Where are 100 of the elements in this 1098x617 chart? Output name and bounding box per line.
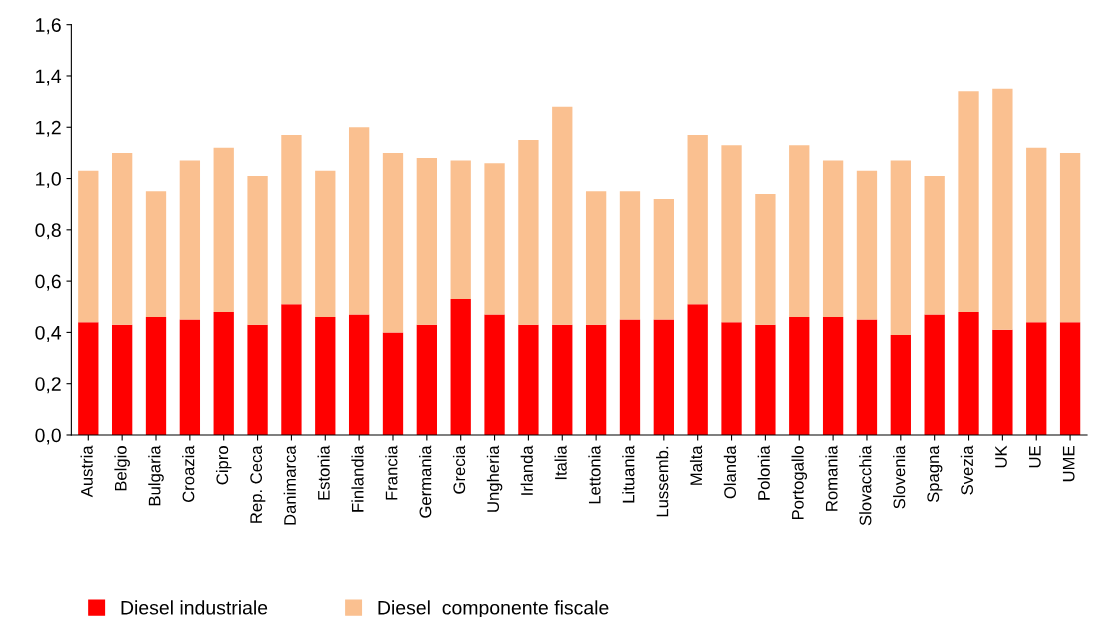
x-tick-label: Estonia bbox=[317, 445, 330, 500]
bar bbox=[348, 314, 370, 435]
bar bbox=[78, 170, 99, 323]
bar bbox=[653, 199, 674, 320]
bar bbox=[992, 329, 1013, 435]
x-tick-label: Svezia bbox=[960, 445, 973, 495]
bar bbox=[822, 160, 844, 318]
bar bbox=[1026, 147, 1047, 323]
bar bbox=[958, 311, 979, 435]
x-tick-label: Lussemb. bbox=[656, 446, 669, 517]
x-tick-label: Malta bbox=[689, 445, 703, 485]
x-tick-label: Croazia bbox=[182, 445, 195, 502]
bar bbox=[552, 106, 573, 325]
bar bbox=[518, 324, 539, 435]
bar bbox=[687, 304, 708, 435]
bar bbox=[585, 191, 607, 325]
bar bbox=[213, 147, 234, 312]
y-tick-label: 0,0 bbox=[35, 428, 61, 445]
bar bbox=[179, 160, 201, 320]
bar bbox=[924, 175, 945, 315]
x-tick-label: Lituania bbox=[622, 445, 635, 503]
x-tick-label: Polonia bbox=[757, 445, 770, 500]
bar bbox=[789, 317, 810, 435]
bar bbox=[281, 134, 302, 305]
x-tick-label: Bulgaria bbox=[148, 445, 164, 506]
bar bbox=[1026, 322, 1047, 435]
bar bbox=[721, 145, 742, 323]
x-tick-label: Spagna bbox=[927, 445, 943, 503]
bar bbox=[416, 324, 437, 435]
bar bbox=[112, 324, 133, 435]
bar bbox=[924, 314, 945, 435]
bar bbox=[247, 324, 268, 435]
x-tick-label: Austria bbox=[80, 445, 93, 498]
bar bbox=[992, 88, 1013, 330]
x-tick-label: Belgio bbox=[114, 446, 130, 491]
x-tick-label: Slovenia bbox=[893, 445, 906, 509]
x-tick-label: UE bbox=[1029, 446, 1041, 468]
bar bbox=[450, 160, 471, 300]
bar bbox=[78, 322, 99, 435]
bar bbox=[281, 304, 302, 435]
y-tick-label: 1,4 bbox=[36, 69, 62, 86]
bar bbox=[382, 332, 404, 435]
bar bbox=[484, 314, 505, 435]
y-tick-label: 1,2 bbox=[36, 120, 61, 137]
bar bbox=[755, 324, 776, 435]
x-tick-label: Danimarca bbox=[283, 445, 296, 525]
x-tick-label: Irlanda bbox=[520, 445, 533, 495]
bar bbox=[518, 140, 539, 325]
x-tick-label: Olanda bbox=[723, 445, 737, 499]
y-tick-label: 0,2 bbox=[35, 377, 61, 394]
bar bbox=[687, 134, 708, 305]
bar bbox=[619, 319, 641, 435]
bar bbox=[958, 91, 979, 312]
bar bbox=[416, 158, 437, 325]
bar bbox=[1059, 322, 1081, 435]
y-tick-label: 1,6 bbox=[36, 18, 61, 35]
x-tick-label: Finlandia bbox=[351, 445, 364, 512]
y-tick-label: 0,6 bbox=[35, 274, 61, 291]
bar bbox=[450, 299, 471, 435]
bar bbox=[653, 319, 674, 435]
bar bbox=[382, 152, 404, 333]
x-tick-label: Romania bbox=[825, 445, 838, 511]
bar bbox=[112, 152, 133, 325]
x-tick-label: Grecia bbox=[452, 445, 466, 494]
x-tick-label: Ungheria bbox=[486, 445, 503, 512]
bar bbox=[179, 319, 201, 435]
x-tick-label: Germania bbox=[419, 445, 432, 518]
x-tick-label: Cipro bbox=[215, 446, 232, 485]
bar bbox=[145, 317, 167, 435]
x-tick-label: Italia bbox=[554, 445, 567, 480]
y-tick-label: 1,0 bbox=[36, 172, 61, 189]
bar bbox=[145, 191, 167, 318]
x-tick-label: Slovacchia bbox=[859, 445, 872, 526]
bar bbox=[552, 324, 573, 435]
x-tick-label: Portogallo bbox=[791, 446, 808, 520]
bar bbox=[247, 175, 268, 325]
bar bbox=[721, 322, 742, 435]
x-tick-label: Lettonia bbox=[588, 445, 601, 504]
bar bbox=[822, 317, 844, 435]
bar bbox=[315, 170, 336, 318]
bar bbox=[1059, 152, 1081, 323]
y-tick-label: 0,4 bbox=[35, 325, 62, 342]
x-tick-label: UME bbox=[1062, 446, 1075, 482]
x-tick-label: UK bbox=[995, 445, 1007, 468]
bar bbox=[789, 145, 810, 318]
bar bbox=[890, 160, 911, 335]
bar bbox=[585, 324, 607, 435]
bar bbox=[856, 170, 878, 320]
bar bbox=[890, 334, 911, 435]
bar bbox=[755, 193, 776, 325]
bar bbox=[348, 127, 370, 315]
x-tick-label: Rep. Ceca bbox=[250, 445, 266, 523]
x-tick-label: Francia bbox=[385, 445, 398, 500]
bar bbox=[619, 191, 641, 320]
bar bbox=[213, 311, 234, 435]
y-tick-label: 0,8 bbox=[35, 223, 61, 240]
bar bbox=[856, 319, 878, 435]
bar bbox=[315, 317, 336, 435]
legend-label: Diesel industriale bbox=[121, 600, 268, 615]
bar bbox=[484, 163, 505, 315]
